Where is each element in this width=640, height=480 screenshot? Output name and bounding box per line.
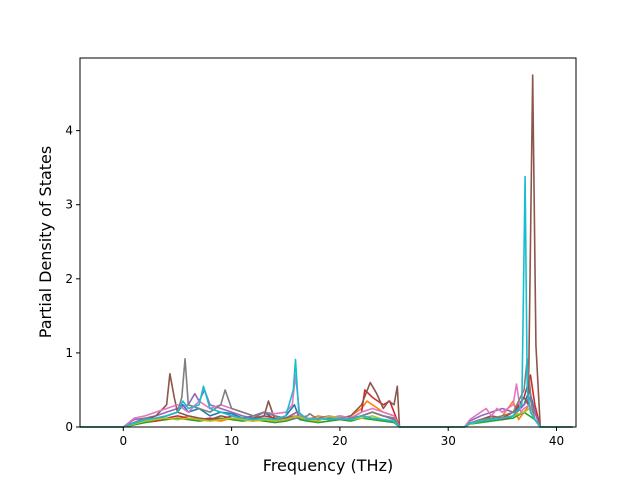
y-tick-label: 3 xyxy=(65,198,73,212)
y-axis-label: Partial Density of States xyxy=(36,146,55,338)
series-line-10 xyxy=(80,175,573,428)
x-axis-label: Frequency (THz) xyxy=(263,456,393,475)
y-tick-label: 1 xyxy=(65,346,73,360)
plot-frame xyxy=(79,57,577,428)
series-layer xyxy=(80,74,573,428)
series-line-8 xyxy=(80,358,573,428)
x-tick-label: 10 xyxy=(224,434,239,448)
x-tick-label: 0 xyxy=(119,434,127,448)
y-tick-label: 4 xyxy=(65,124,73,138)
y-tick-label: 2 xyxy=(65,272,73,286)
x-tick-label: 20 xyxy=(332,434,347,448)
x-tick-label: 40 xyxy=(549,434,564,448)
y-tick-label: 0 xyxy=(65,420,73,434)
x-ticks: 0 10 20 30 40 xyxy=(119,427,564,448)
y-ticks: 0 1 2 3 4 xyxy=(65,124,80,434)
plot-background xyxy=(80,58,576,427)
x-tick-label: 30 xyxy=(441,434,456,448)
